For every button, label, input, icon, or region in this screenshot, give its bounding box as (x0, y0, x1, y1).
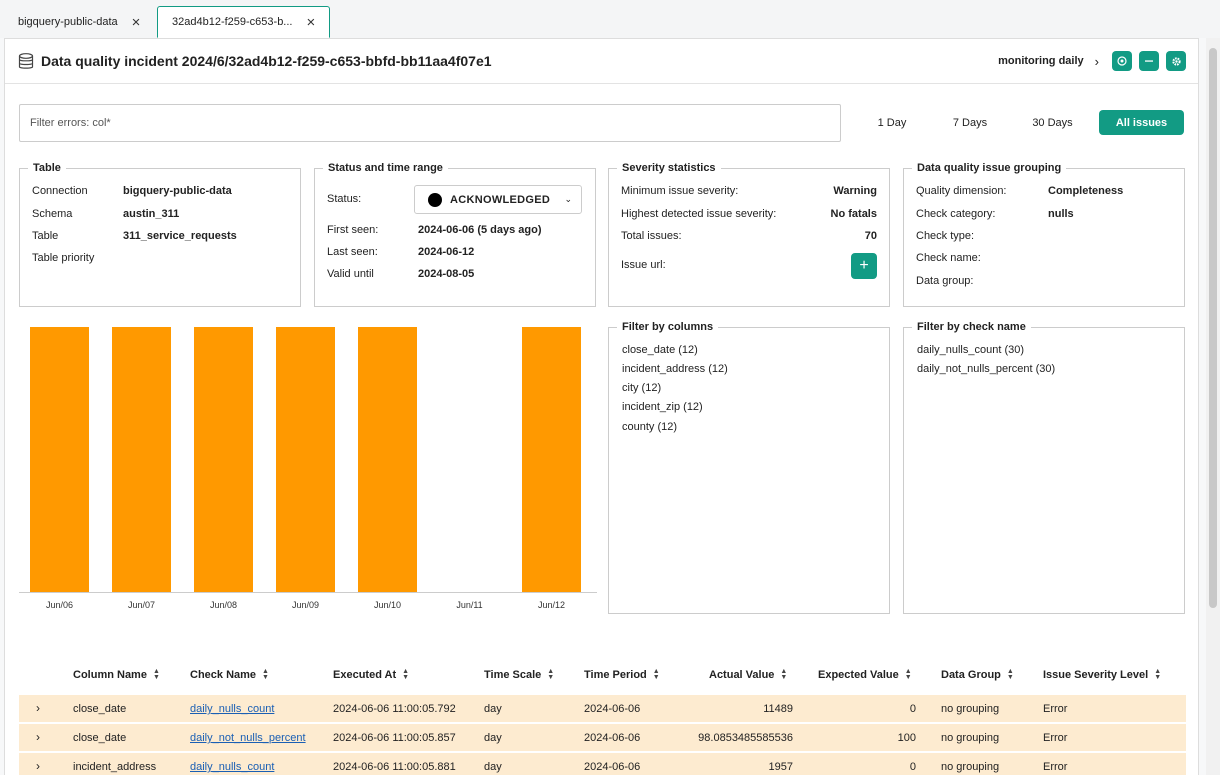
box-title: Data quality issue grouping (912, 162, 1067, 174)
settings-button[interactable] (1166, 51, 1186, 71)
box-title: Filter by check name (912, 321, 1031, 333)
filter-checks-box: Filter by check name daily_nulls_count (… (903, 321, 1185, 614)
scrollbar-thumb[interactable] (1209, 48, 1217, 608)
target-button[interactable] (1112, 51, 1132, 71)
sort-icon[interactable]: ▲ ▼ (904, 668, 912, 681)
chevron-right-icon[interactable]: › (36, 759, 40, 773)
box-title: Table (28, 162, 66, 174)
page-title: Data quality incident 2024/6/32ad4b12-f2… (41, 53, 492, 69)
add-issue-url-button[interactable]: + (851, 253, 877, 279)
check-name-link[interactable]: daily_nulls_count (190, 761, 275, 773)
sort-icon[interactable]: ▲ ▼ (1006, 668, 1014, 681)
col-header-actual-value[interactable]: Actual Value ▲ ▼ (709, 668, 788, 681)
col-header-executed-at[interactable]: Executed At ▲ ▼ (333, 668, 410, 681)
check-filter-item[interactable]: daily_not_nulls_percent (30) (917, 363, 1056, 375)
column-filter-item[interactable]: city (12) (622, 382, 662, 394)
x-tick-label: Jun/11 (456, 600, 482, 610)
col-header-expected-value[interactable]: Expected Value ▲ ▼ (818, 668, 912, 681)
x-tick-label: Jun/10 (374, 600, 401, 610)
col-header-column-name[interactable]: Column Name ▲ ▼ (73, 668, 160, 681)
monitoring-link[interactable]: monitoring daily (998, 55, 1084, 67)
chevron-down-icon: ⌄ (564, 194, 572, 204)
column-filter-item[interactable]: incident_zip (12) (622, 401, 703, 413)
check-filter-item[interactable]: daily_nulls_count (30) (917, 344, 1025, 356)
col-header-time-period[interactable]: Time Period ▲ ▼ (584, 668, 660, 681)
sort-icon[interactable]: ▲ ▼ (262, 668, 269, 681)
scrollbar[interactable] (1206, 38, 1220, 775)
tab-label: 32ad4b12-f259-c653-b... (172, 16, 293, 28)
box-title: Severity statistics (617, 162, 721, 174)
chart-bar[interactable] (194, 327, 253, 592)
box-title: Status and time range (323, 162, 448, 174)
chart-bar[interactable] (522, 327, 581, 592)
status-select[interactable]: ACKNOWLEDGED ⌄ (414, 185, 582, 214)
column-filter-item[interactable]: county (12) (622, 421, 678, 433)
tab-label: bigquery-public-data (18, 16, 118, 28)
sort-icon[interactable]: ▲ ▼ (780, 668, 788, 681)
tab-incident[interactable]: 32ad4b12-f259-c653-b... × (157, 6, 331, 38)
table-row[interactable]: › close_date daily_nulls_count 2024-06-0… (19, 695, 1186, 723)
col-header-severity[interactable]: Issue Severity Level ▲ ▼ (1043, 668, 1162, 681)
table-info-box: Table Connection bigquery-public-data Sch… (19, 162, 301, 307)
x-tick-label: Jun/07 (128, 600, 155, 610)
box-title: Filter by columns (617, 321, 719, 333)
issues-bar-chart: Jun/06 Jun/07 Jun/08 Jun/09 Jun/10 Jun/11 Jun/… (19, 327, 597, 610)
gear-icon (1171, 56, 1181, 66)
chevron-right-icon[interactable]: › (36, 730, 40, 744)
filter-columns-box: Filter by columns close_date (12) incide… (608, 321, 890, 614)
col-header-check-name[interactable]: Check Name ▲ ▼ (190, 668, 269, 681)
col-header-data-group[interactable]: Data Group ▲ ▼ (941, 668, 1014, 681)
x-tick-label: Jun/08 (210, 600, 237, 610)
incident-panel: Data quality incident 2024/6/32ad4b12-f2… (4, 38, 1199, 775)
issues-table-header: Column Name ▲ ▼ Check Name ▲ ▼ Executed At ▲ ▼… (19, 659, 1186, 691)
sort-icon[interactable]: ▲ ▼ (152, 668, 160, 681)
filter-errors-input[interactable]: Filter errors: col* (19, 104, 841, 142)
column-filter-item[interactable]: incident_address (12) (622, 363, 728, 375)
tab-bigquery-public-data[interactable]: bigquery-public-data × (4, 6, 155, 38)
chart-bar[interactable] (112, 327, 171, 592)
range-30-days[interactable]: 30 Days (1032, 116, 1073, 129)
status-box: Status and time range Status: ACKNOWLEDG… (314, 162, 596, 307)
severity-box: Severity statistics Minimum issue severi… (608, 162, 890, 307)
status-value: ACKNOWLEDGED (450, 193, 551, 206)
sort-icon[interactable]: ▲ ▼ (402, 668, 410, 681)
x-tick-label: Jun/09 (292, 600, 319, 610)
chart-bar[interactable] (30, 327, 89, 592)
range-all-issues[interactable]: All issues (1099, 110, 1184, 135)
col-header-time-scale[interactable]: Time Scale ▲ ▼ (484, 668, 555, 681)
check-name-link[interactable]: daily_not_nulls_percent (190, 732, 306, 744)
chevron-right-icon[interactable]: › (36, 701, 40, 715)
check-name-link[interactable]: daily_nulls_count (190, 703, 275, 715)
grouping-box: Data quality issue grouping Quality dime… (903, 162, 1185, 307)
sort-icon[interactable]: ▲ ▼ (1154, 668, 1162, 681)
tab-strip: bigquery-public-data × 32ad4b12-f259-c65… (0, 0, 1220, 38)
close-icon[interactable]: × (306, 13, 316, 31)
minus-icon (1145, 60, 1153, 62)
chart-bar[interactable] (276, 327, 335, 592)
table-row[interactable]: › incident_address daily_nulls_count 202… (19, 753, 1186, 775)
plus-icon: + (859, 257, 869, 274)
chart-bar[interactable] (358, 327, 417, 592)
column-filter-item[interactable]: close_date (12) (622, 344, 698, 356)
database-icon (18, 53, 34, 69)
sort-icon[interactable]: ▲ ▼ (547, 668, 555, 681)
close-icon[interactable]: × (131, 13, 141, 31)
chevron-right-icon[interactable]: › (1094, 53, 1099, 69)
x-tick-label: Jun/06 (46, 600, 73, 610)
target-icon (1117, 56, 1127, 66)
sort-icon[interactable]: ▲ ▼ (652, 668, 660, 681)
x-tick-label: Jun/12 (538, 600, 565, 610)
incident-header: Data quality incident 2024/6/32ad4b12-f2… (5, 39, 1198, 84)
minimize-button[interactable] (1139, 51, 1159, 71)
range-7-days[interactable]: 7 Days (952, 116, 988, 129)
table-row[interactable]: › close_date daily_not_nulls_percent 202… (19, 724, 1186, 752)
range-1-day[interactable]: 1 Day (877, 116, 907, 129)
status-dot-icon (428, 192, 442, 207)
